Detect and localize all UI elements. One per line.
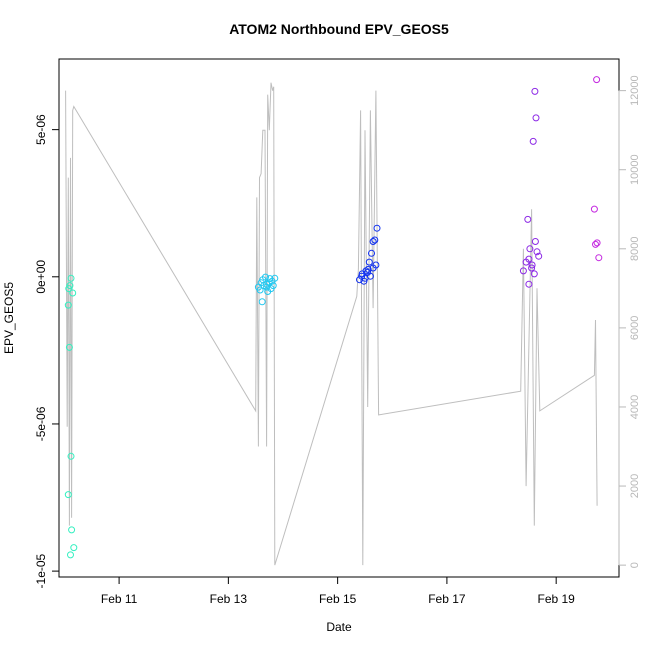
y-tick-label: -1e-05 — [34, 553, 48, 588]
data-point — [269, 282, 277, 290]
data-point — [67, 274, 75, 282]
data-point — [65, 285, 73, 293]
data-point — [593, 76, 601, 84]
data-point — [525, 255, 533, 263]
grey-series-line — [65, 82, 598, 566]
data-point — [533, 248, 541, 256]
x-tick-label: Feb 15 — [319, 592, 357, 606]
data-point — [366, 272, 374, 280]
data-point — [67, 551, 74, 559]
right-y-tick-label: 12000 — [629, 75, 641, 106]
data-point — [372, 261, 380, 269]
x-tick-label: Feb 19 — [537, 592, 575, 606]
right-y-tick-label: 10000 — [629, 154, 641, 185]
grey-line-series — [65, 82, 598, 566]
data-point — [531, 87, 539, 95]
data-point — [368, 249, 375, 257]
data-point — [532, 114, 540, 122]
x-tick-label: Feb 17 — [428, 592, 466, 606]
data-point — [531, 238, 539, 245]
data-point — [530, 270, 538, 278]
data-point — [70, 544, 78, 552]
data-point — [526, 245, 534, 253]
scatter-points — [64, 76, 603, 559]
data-point — [258, 298, 266, 306]
data-point — [590, 205, 598, 213]
right-y-tick-label: 8000 — [629, 237, 641, 261]
data-point — [64, 301, 72, 309]
y-axis-label: EPV_GEOS5 — [2, 282, 16, 354]
y-tick-label: 5e-06 — [34, 114, 48, 145]
data-point — [68, 526, 76, 534]
data-point — [595, 254, 603, 262]
right-y-tick-label: 2000 — [629, 474, 641, 498]
data-point — [64, 491, 72, 499]
data-point — [266, 275, 274, 283]
data-point — [263, 283, 271, 291]
right-y-tick-label: 6000 — [629, 316, 641, 340]
data-point — [528, 261, 536, 269]
y-tick-label: -5e-06 — [34, 406, 48, 441]
x-axis: Feb 11 Feb 13 Feb 15 Feb 17 Feb 19 — [101, 576, 575, 606]
data-point — [369, 238, 377, 245]
y-tick-label: 0e+00 — [34, 260, 48, 294]
data-point — [371, 236, 379, 244]
data-point — [69, 289, 77, 297]
data-point — [66, 282, 74, 290]
data-point — [365, 258, 373, 266]
data-point — [373, 224, 381, 232]
data-point — [519, 267, 527, 275]
data-point — [525, 280, 533, 288]
x-axis-label: Date — [326, 620, 352, 634]
data-point — [262, 273, 269, 281]
data-point — [524, 215, 532, 223]
right-y-tick-label: 0 — [629, 562, 641, 568]
data-point — [271, 274, 279, 282]
data-point — [67, 452, 75, 460]
data-point — [592, 240, 599, 248]
right-y-tick-label: 4000 — [629, 395, 641, 419]
right-y-axis: 0 2000 4000 6000 8000 10000 12000 — [618, 75, 641, 568]
data-point — [528, 264, 536, 272]
data-point — [358, 272, 366, 280]
x-tick-label: Feb 11 — [101, 592, 138, 606]
data-point — [364, 265, 372, 273]
y-axis: -1e-05 -5e-06 0e+00 5e-06 — [34, 114, 60, 588]
data-point — [535, 252, 543, 260]
x-tick-label: Feb 13 — [210, 592, 248, 606]
data-point — [593, 239, 601, 247]
data-point — [65, 343, 73, 351]
data-point — [529, 137, 537, 145]
data-point — [256, 286, 264, 294]
chart-title: ATOM2 Northbound EPV_GEOS5 — [229, 21, 449, 37]
